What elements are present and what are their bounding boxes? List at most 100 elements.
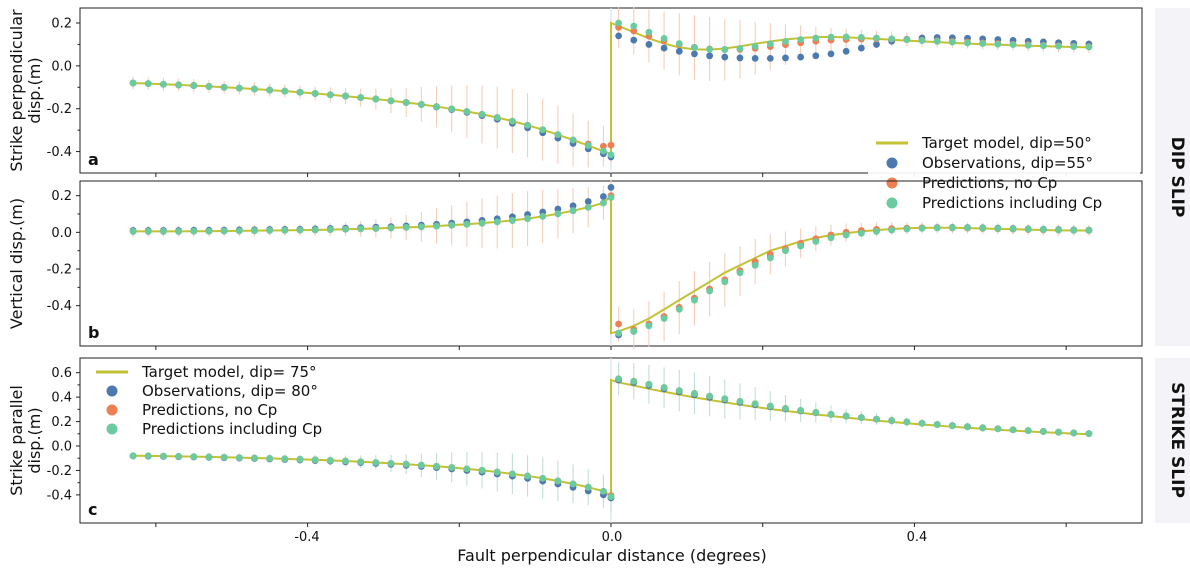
data-point bbox=[205, 453, 213, 461]
data-point bbox=[964, 224, 971, 232]
data-point bbox=[1055, 428, 1062, 436]
data-point bbox=[721, 395, 729, 403]
data-point bbox=[205, 83, 213, 90]
data-point bbox=[948, 224, 956, 232]
legend-label: Predictions including Cp bbox=[922, 194, 1102, 212]
legend-dot-swatch bbox=[886, 157, 898, 169]
data-point bbox=[607, 493, 615, 501]
data-point bbox=[751, 42, 759, 50]
data-point bbox=[691, 50, 698, 58]
data-point bbox=[827, 33, 835, 41]
data-point bbox=[736, 269, 744, 277]
data-point bbox=[508, 470, 516, 478]
data-point bbox=[205, 227, 213, 235]
data-point bbox=[1009, 426, 1017, 434]
data-point bbox=[812, 238, 820, 245]
legend-dot-swatch bbox=[106, 385, 118, 397]
legend: Target model, dip=50° Observations, dip=5… bbox=[868, 128, 1140, 212]
data-point bbox=[433, 222, 440, 230]
strike-slip-label: STRIKE SLIP bbox=[1167, 382, 1187, 498]
data-point bbox=[478, 466, 486, 474]
data-point bbox=[539, 126, 547, 134]
data-point bbox=[630, 377, 638, 385]
data-point bbox=[433, 462, 440, 470]
data-point bbox=[1070, 429, 1078, 437]
data-point bbox=[220, 227, 228, 235]
data-point bbox=[782, 54, 789, 62]
data-point bbox=[326, 91, 334, 99]
data-point bbox=[402, 223, 410, 231]
data-point bbox=[857, 44, 865, 52]
data-point bbox=[387, 97, 395, 105]
data-point bbox=[615, 329, 622, 337]
data-point bbox=[706, 392, 714, 400]
data-point bbox=[326, 457, 334, 464]
data-point bbox=[417, 223, 425, 231]
data-point bbox=[600, 147, 607, 155]
data-point bbox=[417, 461, 425, 469]
data-point bbox=[296, 226, 304, 234]
panel-c: 0.6 0.4 0.2 0.0 -0.2 -0.4 Strike parallel disp.… bbox=[7, 357, 1143, 527]
data-point bbox=[175, 452, 183, 460]
y-tick-label: -0.4 bbox=[47, 488, 72, 503]
data-point bbox=[903, 418, 911, 426]
data-point bbox=[888, 35, 896, 43]
data-point bbox=[554, 210, 562, 218]
data-point bbox=[569, 480, 577, 488]
data-point bbox=[736, 397, 744, 405]
data-point bbox=[493, 218, 501, 226]
data-point bbox=[584, 142, 592, 149]
y-tick-label: 0.2 bbox=[51, 415, 72, 430]
data-point bbox=[1085, 43, 1093, 51]
data-point bbox=[129, 452, 137, 460]
data-point bbox=[554, 205, 562, 213]
data-point bbox=[630, 327, 638, 335]
data-point bbox=[539, 212, 547, 220]
panel-label: b bbox=[88, 323, 99, 342]
data-point bbox=[751, 261, 759, 269]
data-point bbox=[888, 417, 896, 424]
y-axis-label: Strike parallel bbox=[7, 385, 26, 496]
legend-label: Predictions, no Cp bbox=[142, 401, 277, 419]
data-point bbox=[766, 254, 774, 262]
data-point bbox=[342, 92, 349, 100]
data-point bbox=[630, 36, 638, 44]
data-point bbox=[736, 54, 744, 62]
data-point bbox=[1070, 226, 1078, 234]
data-point bbox=[706, 287, 714, 295]
data-point bbox=[615, 375, 622, 383]
data-point bbox=[873, 228, 880, 235]
data-point bbox=[1055, 226, 1062, 234]
y-tick-label: -0.2 bbox=[47, 102, 72, 117]
target-model-line bbox=[133, 193, 1089, 335]
data-point bbox=[508, 117, 516, 125]
data-point bbox=[721, 53, 729, 61]
legend-label: Predictions, no Cp bbox=[922, 174, 1057, 192]
data-point bbox=[660, 44, 668, 52]
legend: Target model, dip= 75°Observations, dip=… bbox=[96, 363, 322, 438]
data-point bbox=[736, 45, 744, 52]
data-point bbox=[235, 227, 243, 235]
data-point bbox=[903, 36, 911, 44]
data-point bbox=[933, 421, 941, 428]
data-point bbox=[129, 79, 137, 87]
x-axis: -0.4 0.0 0.4 bbox=[294, 530, 927, 545]
data-point bbox=[675, 305, 683, 313]
data-point bbox=[463, 220, 471, 228]
data-point bbox=[463, 108, 471, 115]
data-point bbox=[281, 455, 289, 463]
data-point bbox=[948, 422, 956, 429]
data-point bbox=[266, 227, 274, 234]
data-point bbox=[827, 410, 835, 418]
data-point bbox=[797, 242, 805, 250]
data-point bbox=[417, 101, 425, 108]
data-point bbox=[797, 36, 805, 43]
data-point bbox=[1085, 430, 1093, 438]
data-point bbox=[402, 460, 410, 468]
data-point bbox=[190, 82, 198, 89]
data-point bbox=[554, 477, 562, 485]
legend-dot-swatch bbox=[886, 177, 898, 189]
x-axis-label: Fault perpendicular distance (degrees) bbox=[457, 546, 766, 565]
data-point bbox=[1024, 41, 1032, 49]
